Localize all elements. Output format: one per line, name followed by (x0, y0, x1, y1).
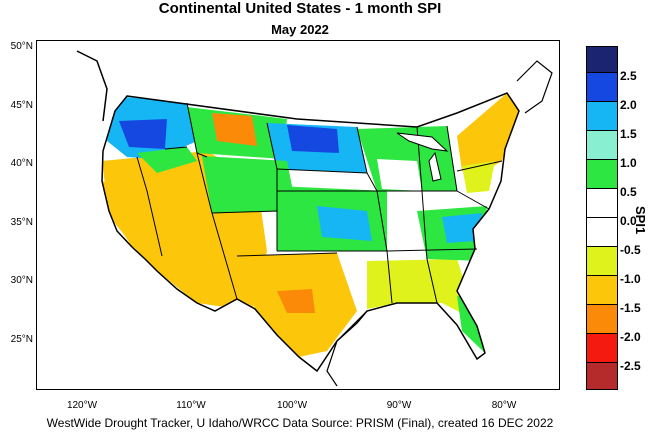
lon-label-120: 120°W (66, 400, 98, 411)
colorbar-segment (587, 189, 617, 218)
colorbar-segment (587, 160, 617, 189)
very-wet-north-dakota (287, 125, 339, 153)
maritime-coast (516, 60, 553, 114)
lon-label-100: 100°W (276, 400, 308, 411)
colorbar-segment (587, 363, 617, 389)
colorbar-segment (587, 131, 617, 160)
colorbar-segment (587, 73, 617, 102)
dry-central-montana (212, 113, 257, 146)
lake-michigan (428, 151, 442, 182)
lon-label-80: 80°W (491, 400, 517, 411)
state-borders (136, 102, 503, 304)
wet-virginias (442, 213, 482, 243)
colorbar-label: 1.0 (620, 156, 637, 170)
colorbar-label: 0.0 (620, 214, 637, 228)
lat-label-50: 50°N (10, 41, 33, 52)
us-outline (101, 92, 520, 373)
map-subtitle: May 2022 (271, 22, 329, 37)
colorbar-label: 1.5 (620, 127, 637, 141)
colorbar-label: -1.0 (620, 272, 641, 286)
colorbar-label: -1.5 (620, 301, 641, 315)
lat-label-35: 35°N (10, 217, 33, 228)
lat-label-40: 40°N (10, 158, 33, 169)
colorbar-label: -2.0 (620, 330, 641, 344)
colorbar-label: -0.5 (620, 243, 641, 257)
wet-southern-plains (317, 206, 372, 241)
colorbar-segment (587, 102, 617, 131)
canada-coast (76, 50, 108, 122)
map-title: Continental United States - 1 month SPI (158, 0, 442, 17)
colorbar-segment (587, 218, 617, 247)
wet-idaho (137, 147, 197, 173)
normal-iowa (377, 159, 422, 191)
colorbar-segment (587, 276, 617, 305)
very-dry-texas (277, 289, 315, 313)
great-lakes (396, 132, 449, 152)
dry-gulf-coast (367, 259, 477, 321)
lat-label-25: 25°N (10, 334, 33, 345)
colorbar-segment (587, 247, 617, 276)
lon-label-90: 90°W (386, 400, 412, 411)
colorbar-label: 2.0 (620, 98, 637, 112)
lat-label-45: 45°N (10, 100, 33, 111)
dry-california (102, 181, 162, 256)
spi-map (36, 40, 560, 390)
wet-central-rockies (202, 156, 297, 213)
colorbar-title: SPI1 (633, 206, 648, 235)
spi-map-svg (76, 50, 553, 387)
colorbar (586, 46, 618, 390)
colorbar-segment (587, 334, 617, 363)
colorbar-segment (587, 305, 617, 334)
mexico-coast (326, 310, 368, 387)
colorbar-label: -2.5 (620, 359, 641, 373)
colorbar-segment (587, 47, 617, 73)
lon-label-110: 110°W (176, 400, 206, 411)
dry-new-york (462, 161, 495, 193)
colorbar-label: 0.5 (620, 185, 637, 199)
lat-label-30: 30°N (10, 275, 33, 286)
footer-credit: WestWide Drought Tracker, U Idaho/WRCC D… (46, 416, 554, 430)
very-wet-pacific-northwest (119, 119, 167, 149)
colorbar-label: 2.5 (620, 69, 637, 83)
